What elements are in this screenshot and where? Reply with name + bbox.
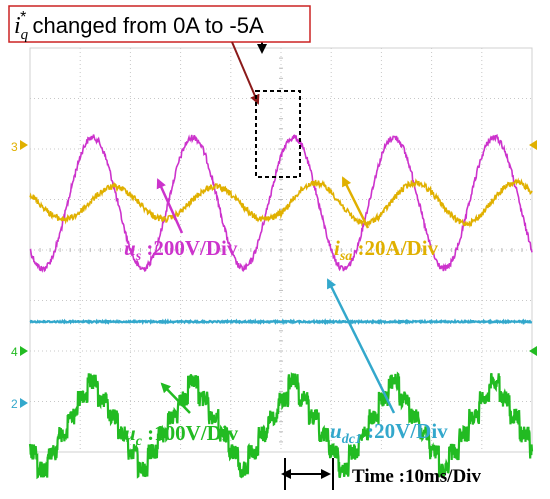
isa-subscript: sa bbox=[339, 249, 352, 264]
channel-markers: 3 4 2 bbox=[11, 140, 537, 411]
uc-scale: :100V/Div bbox=[142, 421, 239, 445]
annotation-label: iq* changed from 0A to -5A bbox=[14, 9, 264, 43]
us-label: us :200V/Div bbox=[124, 236, 238, 264]
annotation-superscript: * bbox=[20, 9, 26, 26]
udc1-label: udc1 :20V/Div bbox=[330, 419, 448, 447]
us-subscript: s bbox=[135, 249, 142, 264]
uc-label-arrow bbox=[160, 382, 191, 414]
udc1-subscript: dc1 bbox=[342, 432, 362, 447]
right-marker-4 bbox=[529, 346, 537, 356]
channel-marker-2-arrow bbox=[20, 398, 28, 408]
uc-label: uc :100V/Div bbox=[124, 421, 239, 449]
uc-symbol: u bbox=[124, 421, 136, 445]
udc1-label-arrow bbox=[326, 278, 396, 414]
trace-us bbox=[29, 133, 533, 273]
isa-scale: :20A/Div bbox=[352, 236, 438, 260]
uc-subscript: c bbox=[136, 434, 143, 449]
isa-label: isa :20A/Div bbox=[334, 236, 439, 264]
annotation-arrow bbox=[231, 41, 260, 105]
trace-isa bbox=[29, 177, 533, 228]
right-marker-3 bbox=[529, 140, 537, 150]
isa-label-arrow bbox=[341, 176, 370, 229]
udc1-symbol: u bbox=[330, 419, 342, 443]
time-scale-label: Time :10ms/Div bbox=[352, 466, 481, 487]
annotation-box bbox=[8, 5, 311, 43]
trace-udc1 bbox=[29, 318, 533, 326]
channel-marker-3: 3 bbox=[11, 140, 18, 154]
highlight-box bbox=[255, 90, 301, 178]
channel-marker-4-arrow bbox=[20, 346, 28, 356]
traces bbox=[28, 133, 534, 480]
channel-marker-4: 4 bbox=[11, 345, 18, 359]
isa-symbol: i bbox=[334, 236, 340, 260]
channel-marker-2: 2 bbox=[11, 397, 18, 411]
channel-marker-3-arrow bbox=[20, 140, 28, 150]
annotation-symbol: i bbox=[14, 13, 21, 39]
udc1-scale: :20V/Div bbox=[362, 419, 448, 443]
us-scale: :200V/Div bbox=[141, 236, 238, 260]
annotation-subscript: q bbox=[21, 27, 29, 43]
trace-uc bbox=[28, 371, 534, 480]
us-label-arrow bbox=[156, 178, 184, 234]
annotation-text: changed from 0A to -5A bbox=[26, 13, 264, 38]
us-symbol: u bbox=[124, 236, 136, 260]
